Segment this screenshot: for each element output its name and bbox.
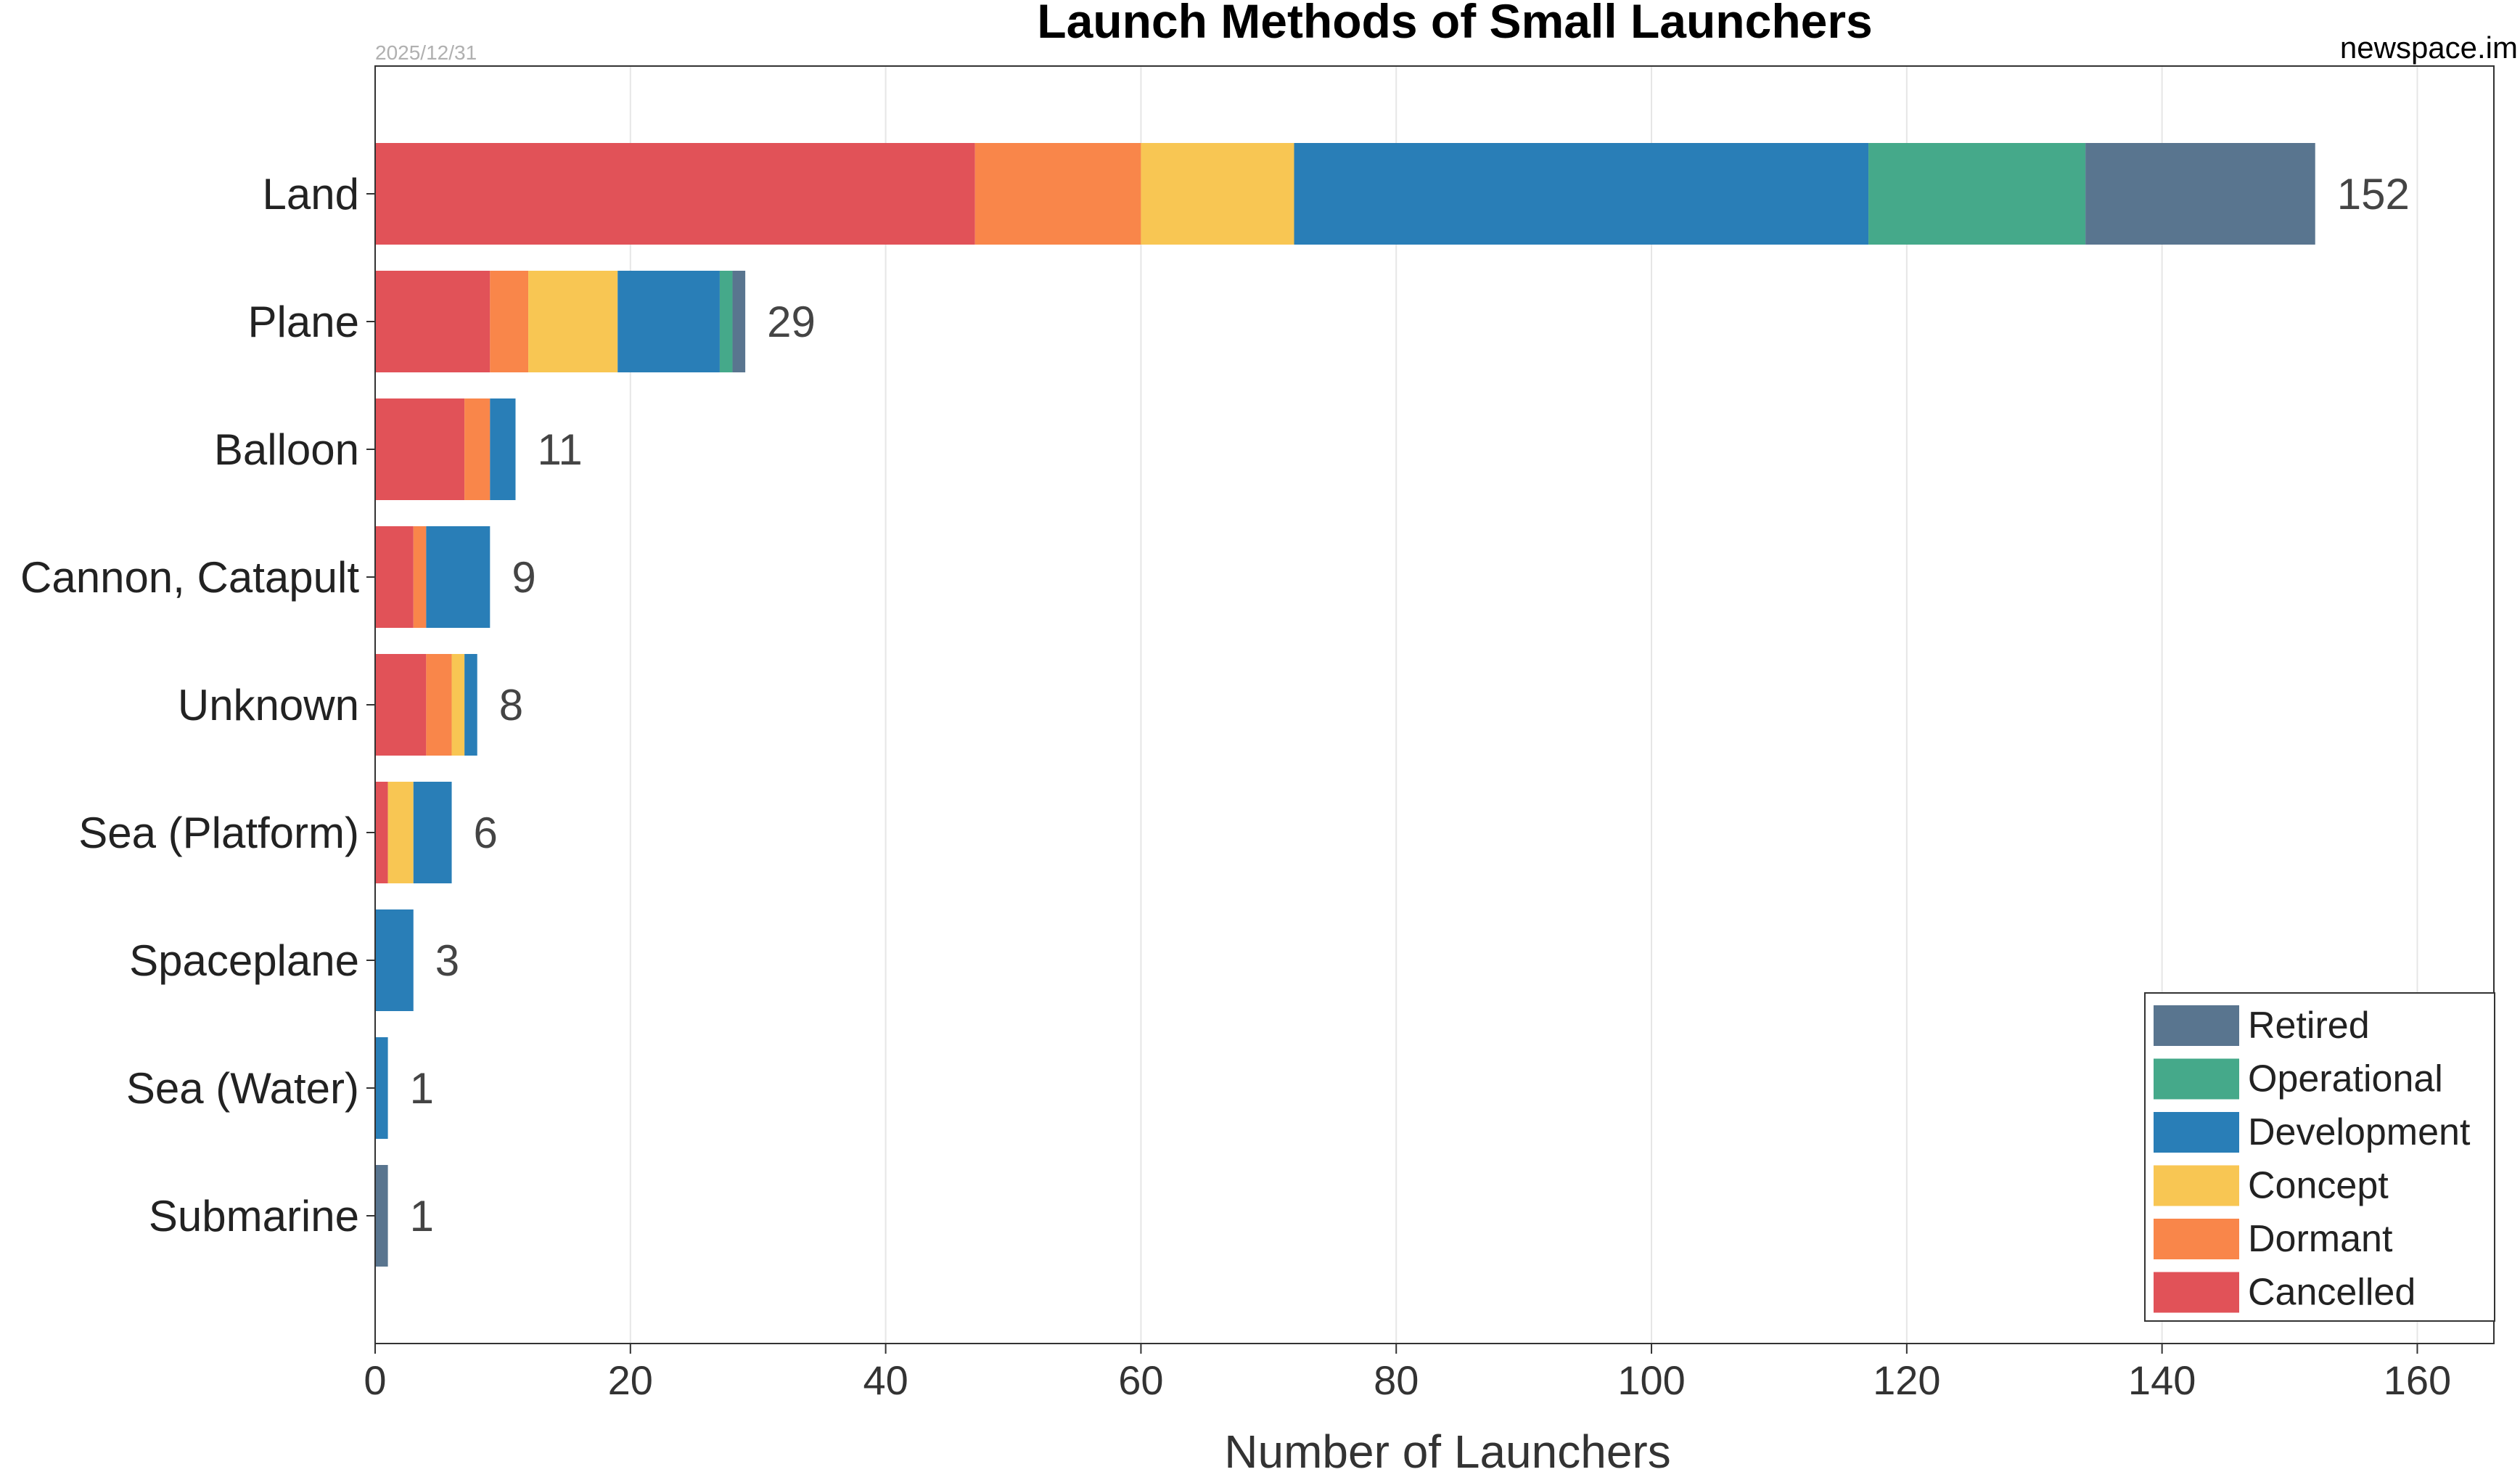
y-tick-label: Submarine	[149, 1192, 359, 1240]
bar-segment-dormant	[413, 526, 427, 628]
total-label: 9	[512, 553, 535, 602]
total-label: 1	[410, 1064, 434, 1113]
bar-segment-cancelled	[375, 143, 975, 245]
x-tick-label: 80	[1374, 1357, 1419, 1403]
legend-swatch-development	[2154, 1112, 2239, 1153]
bar-segment-cancelled	[375, 526, 414, 628]
chart-title: Launch Methods of Small Launchers	[1037, 0, 1873, 48]
legend-frame	[2144, 992, 2495, 1322]
total-label: 8	[499, 681, 523, 729]
date-label: 2025/12/31	[375, 41, 477, 64]
bar-segment-development	[617, 271, 720, 372]
x-axis-ticks: 0 20 40 60 80 100 120 140 160	[364, 1344, 2451, 1403]
total-label: 1	[410, 1192, 434, 1240]
bar-segment-development	[426, 526, 491, 628]
legend: Retired Operational Development Concept Dorm…	[2144, 992, 2495, 1322]
total-label: 29	[767, 298, 816, 346]
bar-segment-cancelled	[375, 271, 491, 372]
y-axis-labels: Land Plane Balloon Cannon, Catapult Unknown S…	[20, 170, 375, 1240]
bar-segment-dormant	[974, 143, 1141, 245]
legend-swatch-concept	[2154, 1165, 2239, 1206]
bar-segment-development	[375, 909, 414, 1011]
bar-segment-dormant	[490, 271, 529, 372]
legend-label: Concept	[2248, 1165, 2389, 1207]
x-tick-label: 20	[608, 1357, 653, 1403]
bar-segment-development	[490, 398, 516, 500]
x-axis-label: Number of Launchers	[1224, 1426, 1670, 1472]
bar-segment-cancelled	[375, 398, 465, 500]
bar-segment-retired	[2085, 143, 2315, 245]
x-tick-label: 0	[364, 1357, 386, 1403]
source-label: newspace.im	[2340, 30, 2518, 65]
total-label: 3	[435, 936, 459, 985]
y-tick-label: Cannon, Catapult	[20, 553, 359, 602]
total-label: 6	[474, 809, 498, 857]
y-tick-label: Sea (Water)	[126, 1064, 359, 1113]
legend-swatch-retired	[2154, 1005, 2239, 1046]
legend-swatch-cancelled	[2154, 1272, 2239, 1313]
total-label: 152	[2337, 170, 2410, 218]
bar-segment-operational	[719, 271, 733, 372]
bar-segment-concept	[528, 271, 618, 372]
legend-swatch-operational	[2154, 1058, 2239, 1100]
x-tick-label: 120	[1873, 1357, 1940, 1403]
bars	[375, 143, 2315, 1267]
total-label: 11	[537, 425, 582, 474]
bar-segment-cancelled	[375, 782, 388, 883]
x-tick-label: 160	[2384, 1357, 2451, 1403]
x-tick-label: 40	[863, 1357, 908, 1403]
legend-label: Cancelled	[2248, 1272, 2416, 1314]
bar-segment-concept	[1141, 143, 1294, 245]
bar-segment-development	[413, 782, 452, 883]
bar-segment-development	[464, 654, 477, 756]
x-tick-label: 140	[2128, 1357, 2196, 1403]
legend-label: Dormant	[2248, 1218, 2393, 1260]
y-tick-label: Plane	[248, 298, 359, 346]
y-tick-label: Land	[263, 170, 359, 218]
x-tick-label: 60	[1118, 1357, 1163, 1403]
bar-segment-cancelled	[375, 654, 427, 756]
bar-segment-development	[375, 1037, 388, 1139]
bar-segment-dormant	[426, 654, 452, 756]
y-tick-label: Unknown	[178, 681, 359, 729]
y-tick-label: Balloon	[214, 425, 359, 474]
bar-segment-operational	[1868, 143, 2086, 245]
y-tick-label: Sea (Platform)	[78, 809, 359, 857]
legend-label: Development	[2248, 1111, 2471, 1153]
gridlines	[629, 66, 2418, 1344]
bar-segment-retired	[375, 1165, 388, 1267]
bar-segment-dormant	[464, 398, 491, 500]
bar-segment-concept	[451, 654, 465, 756]
legend-swatch-dormant	[2154, 1219, 2239, 1259]
legend-label: Operational	[2248, 1058, 2443, 1100]
bar-segment-retired	[732, 271, 746, 372]
bar-segment-development	[1294, 143, 1869, 245]
legend-label: Retired	[2248, 1005, 2370, 1047]
x-tick-label: 100	[1617, 1357, 1685, 1403]
bar-segment-concept	[387, 782, 414, 883]
y-tick-label: Spaceplane	[129, 936, 359, 985]
